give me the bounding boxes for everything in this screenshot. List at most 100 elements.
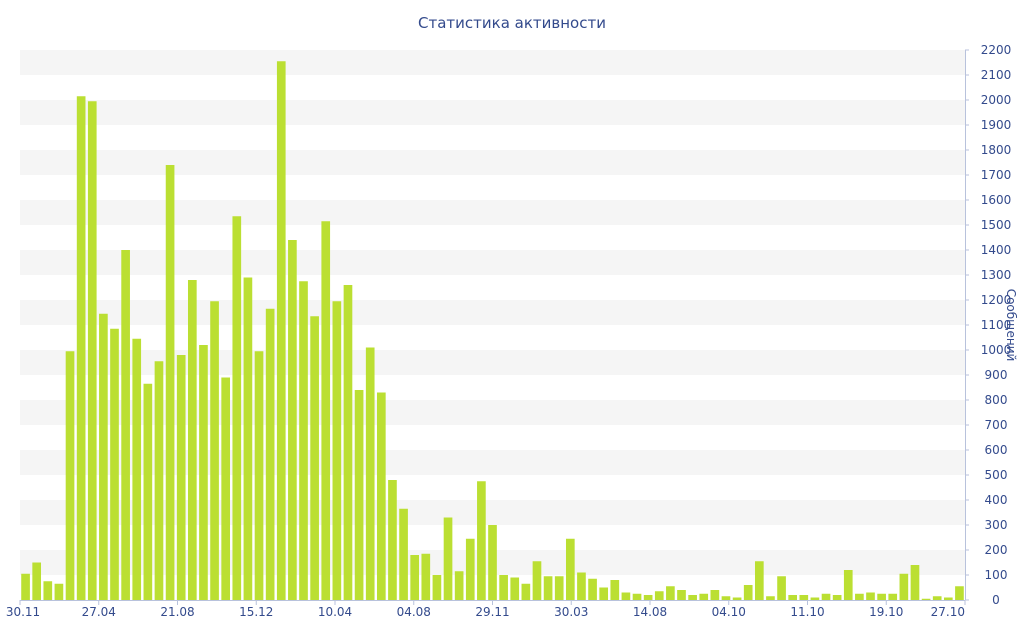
grid-band [20, 250, 965, 275]
bar [699, 593, 709, 600]
bar [821, 593, 831, 600]
bar [721, 596, 731, 600]
bar [788, 595, 798, 600]
bar [354, 390, 364, 600]
bar [732, 597, 742, 600]
bar [21, 573, 30, 600]
y-tick-label: 300 [985, 518, 1008, 532]
grid-band [20, 300, 965, 325]
bar [343, 285, 353, 600]
bar [943, 597, 953, 600]
grid-band [20, 50, 965, 75]
bar [43, 581, 53, 600]
bar [443, 517, 453, 600]
bar [121, 250, 130, 600]
y-tick-label: 2200 [981, 43, 1012, 57]
bar [232, 216, 242, 600]
bar [87, 101, 97, 600]
bar [532, 561, 542, 600]
bar [65, 351, 75, 600]
bar [154, 361, 164, 600]
y-tick-label: 2100 [981, 68, 1012, 82]
bar [143, 383, 153, 600]
grid-band [20, 200, 965, 225]
bar [743, 585, 753, 600]
y-tick-label: 900 [985, 368, 1008, 382]
bar [510, 577, 520, 600]
y-tick-label: 700 [985, 418, 1008, 432]
bar [565, 538, 575, 600]
bar [465, 538, 475, 600]
x-tick-label: 11.10 [790, 605, 824, 619]
bar [766, 596, 775, 600]
y-tick-label: 1300 [981, 268, 1012, 282]
bar [388, 480, 397, 600]
bar [610, 580, 620, 600]
bar [899, 573, 909, 600]
x-tick-label: 04.08 [397, 605, 431, 619]
bar [421, 553, 431, 600]
y-tick-label: 2000 [981, 93, 1012, 107]
bar [599, 587, 609, 600]
x-tick-label: 27.04 [82, 605, 116, 619]
x-tick-label: 21.08 [160, 605, 194, 619]
x-tick-label: 30.03 [554, 605, 588, 619]
bar [365, 347, 375, 600]
x-tick-label: 19.10 [869, 605, 903, 619]
bar [221, 377, 231, 600]
bar [165, 165, 175, 600]
grid-band [20, 100, 965, 125]
bar [210, 301, 219, 600]
bar [132, 338, 142, 600]
bar [855, 593, 864, 600]
bar [199, 345, 208, 600]
bar [499, 575, 508, 600]
bar [376, 392, 386, 600]
bar [877, 593, 886, 600]
y-tick-label: 1700 [981, 168, 1012, 182]
bar [888, 593, 898, 600]
bar [310, 316, 319, 600]
bar [677, 590, 686, 600]
bar [866, 592, 875, 600]
bar [276, 61, 286, 600]
y-axis: 0 100 200 300 400 500 600 700 800 900 1000 1100 1200… [965, 43, 1011, 607]
bar [632, 593, 642, 600]
bar [410, 555, 420, 600]
y-tick-label: 200 [985, 543, 1008, 557]
bar [99, 313, 108, 600]
x-tick-label: 15.12 [239, 605, 273, 619]
y-tick-label: 400 [985, 493, 1008, 507]
x-axis: 30.11 27.04 21.08 15.12 10.04 04.08 29.11 30.03… [6, 600, 966, 619]
bar [832, 595, 842, 600]
bar [621, 592, 631, 600]
bar [588, 578, 597, 600]
bar [477, 481, 486, 600]
bar [754, 561, 764, 600]
x-tick-label: 10.04 [318, 605, 352, 619]
bars [21, 61, 964, 600]
bar [254, 351, 264, 600]
x-tick-label: 14.08 [633, 605, 667, 619]
y-tick-label: 1100 [981, 318, 1012, 332]
bar [688, 595, 697, 600]
y-tick-label: 600 [985, 443, 1008, 457]
bar [843, 570, 853, 600]
bar [488, 525, 497, 600]
bar [288, 240, 297, 600]
y-axis-title: Сообщений [1004, 289, 1018, 362]
chart-title: Статистика активности [418, 14, 606, 32]
y-tick-label: 1500 [981, 218, 1012, 232]
bar [810, 597, 820, 600]
bar [777, 576, 786, 600]
bar [321, 221, 331, 600]
bar [110, 328, 119, 600]
bar [666, 586, 675, 600]
x-tick-label: 04.10 [712, 605, 746, 619]
bar [187, 280, 197, 600]
y-tick-label: 1200 [981, 293, 1012, 307]
bar [32, 562, 42, 600]
bar [543, 576, 553, 600]
bar [243, 277, 253, 600]
